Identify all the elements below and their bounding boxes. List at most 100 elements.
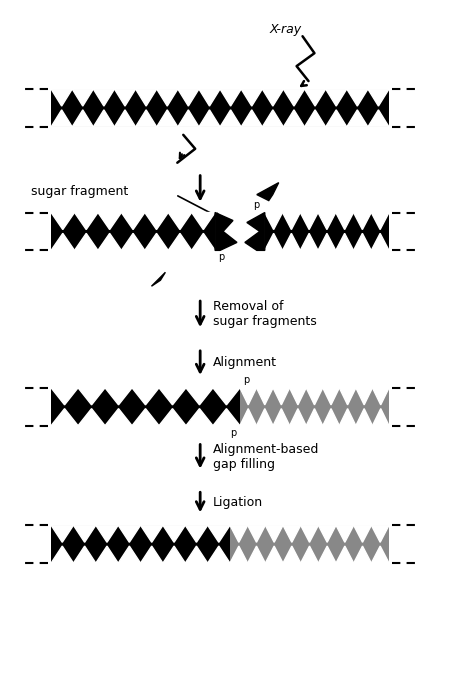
Polygon shape <box>140 525 162 543</box>
Bar <box>51 89 388 127</box>
Polygon shape <box>300 546 318 563</box>
Polygon shape <box>372 388 388 405</box>
Polygon shape <box>335 234 353 251</box>
Polygon shape <box>264 212 282 229</box>
Polygon shape <box>105 409 132 425</box>
Bar <box>51 525 229 563</box>
Polygon shape <box>215 212 237 251</box>
Polygon shape <box>135 89 157 106</box>
Polygon shape <box>283 546 300 563</box>
Polygon shape <box>162 525 185 543</box>
Polygon shape <box>256 183 278 201</box>
Polygon shape <box>353 546 370 563</box>
Polygon shape <box>74 234 98 251</box>
Polygon shape <box>135 110 157 127</box>
Text: p: p <box>252 199 258 210</box>
Polygon shape <box>51 212 74 229</box>
Polygon shape <box>239 409 256 425</box>
Polygon shape <box>317 234 335 251</box>
Polygon shape <box>168 212 191 229</box>
Polygon shape <box>282 234 299 251</box>
Polygon shape <box>73 525 96 543</box>
Polygon shape <box>300 525 318 543</box>
Text: Alignment-based
gap filling: Alignment-based gap filling <box>212 443 319 471</box>
Polygon shape <box>93 89 114 106</box>
Text: sugar fragment: sugar fragment <box>31 185 128 198</box>
Polygon shape <box>372 409 388 425</box>
Polygon shape <box>145 212 168 229</box>
Polygon shape <box>355 409 372 425</box>
Polygon shape <box>241 89 262 106</box>
Polygon shape <box>247 525 265 543</box>
Polygon shape <box>283 89 304 106</box>
Polygon shape <box>325 110 346 127</box>
Polygon shape <box>51 89 72 106</box>
Polygon shape <box>264 234 282 251</box>
Text: p: p <box>243 375 248 385</box>
Polygon shape <box>322 388 339 405</box>
Polygon shape <box>353 525 370 543</box>
Polygon shape <box>51 409 78 425</box>
Polygon shape <box>229 546 247 563</box>
Polygon shape <box>72 110 93 127</box>
Polygon shape <box>162 546 185 563</box>
Polygon shape <box>229 525 247 543</box>
Polygon shape <box>121 234 145 251</box>
Polygon shape <box>299 234 317 251</box>
Polygon shape <box>370 525 388 543</box>
Polygon shape <box>353 212 370 229</box>
Polygon shape <box>265 546 283 563</box>
Polygon shape <box>317 212 335 229</box>
Polygon shape <box>335 212 353 229</box>
Polygon shape <box>51 110 72 127</box>
Polygon shape <box>273 409 289 425</box>
Polygon shape <box>177 89 198 106</box>
Bar <box>239 388 388 425</box>
Polygon shape <box>339 409 355 425</box>
Polygon shape <box>299 212 317 229</box>
Polygon shape <box>370 234 388 251</box>
Polygon shape <box>346 89 367 106</box>
Polygon shape <box>220 110 241 127</box>
Polygon shape <box>370 212 388 229</box>
Polygon shape <box>114 110 135 127</box>
Polygon shape <box>318 525 335 543</box>
Polygon shape <box>78 388 105 405</box>
Polygon shape <box>186 388 212 405</box>
Polygon shape <box>157 110 177 127</box>
Polygon shape <box>256 409 273 425</box>
Polygon shape <box>74 212 98 229</box>
Polygon shape <box>241 110 262 127</box>
Polygon shape <box>185 546 207 563</box>
Polygon shape <box>346 110 367 127</box>
Polygon shape <box>207 525 229 543</box>
Polygon shape <box>256 388 273 405</box>
Polygon shape <box>207 546 229 563</box>
Polygon shape <box>151 272 165 286</box>
Polygon shape <box>168 234 191 251</box>
Polygon shape <box>51 234 74 251</box>
Polygon shape <box>355 388 372 405</box>
Polygon shape <box>244 212 264 251</box>
Polygon shape <box>105 388 132 405</box>
Polygon shape <box>283 110 304 127</box>
Polygon shape <box>273 388 289 405</box>
Polygon shape <box>118 525 140 543</box>
Polygon shape <box>157 89 177 106</box>
Polygon shape <box>98 212 121 229</box>
Polygon shape <box>265 525 283 543</box>
Text: p: p <box>217 252 224 262</box>
Polygon shape <box>289 409 305 425</box>
Polygon shape <box>353 234 370 251</box>
Polygon shape <box>220 89 241 106</box>
Bar <box>51 212 215 251</box>
Polygon shape <box>159 388 186 405</box>
Text: p: p <box>229 427 236 438</box>
Polygon shape <box>51 525 73 543</box>
Polygon shape <box>367 89 388 106</box>
Text: Ligation: Ligation <box>212 496 263 509</box>
Polygon shape <box>191 234 215 251</box>
Polygon shape <box>132 409 159 425</box>
Polygon shape <box>370 546 388 563</box>
Polygon shape <box>322 409 339 425</box>
